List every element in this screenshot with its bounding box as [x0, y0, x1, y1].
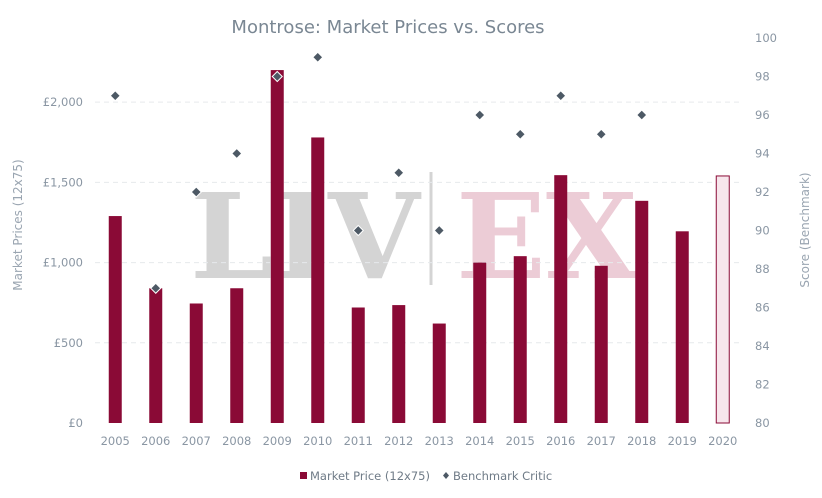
x-tick-label: 2005 — [101, 434, 130, 448]
x-tick-label: 2016 — [546, 434, 575, 448]
legend-item-benchmark-critic[interactable]: Benchmark Critic — [443, 469, 552, 483]
y2-tick-label: 98 — [755, 70, 770, 84]
x-tick-label: 2008 — [222, 434, 251, 448]
bar[interactable] — [513, 256, 527, 423]
bar[interactable] — [432, 323, 446, 423]
x-tick-label: 2006 — [141, 434, 170, 448]
x-tick-label: 2014 — [465, 434, 494, 448]
x-tick-label: 2007 — [182, 434, 211, 448]
y2-tick-label: 86 — [755, 301, 770, 315]
y2-tick-label: 90 — [755, 224, 770, 238]
score-marker[interactable] — [595, 128, 607, 140]
x-tick-label: 2020 — [708, 434, 737, 448]
score-marker[interactable] — [514, 128, 526, 140]
legend-label-market-price: Market Price (12x75) — [310, 469, 430, 483]
bar[interactable] — [675, 231, 689, 423]
bar[interactable] — [270, 70, 284, 423]
score-marker[interactable] — [231, 147, 243, 160]
x-tick-label: 2015 — [506, 434, 535, 448]
x-tick-label: 2017 — [587, 434, 616, 448]
score-marker[interactable] — [312, 51, 324, 63]
bar[interactable] — [149, 288, 163, 423]
score-marker[interactable] — [109, 90, 121, 102]
bar[interactable] — [594, 265, 608, 423]
y-tick-label: £1,500 — [43, 175, 83, 189]
bar[interactable] — [473, 262, 487, 423]
bar[interactable] — [189, 303, 203, 423]
bar[interactable] — [230, 288, 244, 423]
y2-tick-label: 94 — [755, 147, 770, 161]
legend-item-market-price[interactable]: Market Price (12x75) — [300, 469, 430, 483]
legend-bar-swatch — [300, 472, 307, 479]
y2-tick-label: 92 — [755, 185, 770, 199]
y2-axis-title: Score (Benchmark) — [798, 172, 812, 287]
x-tick-label: 2010 — [303, 434, 332, 448]
x-tick-label: 2011 — [344, 434, 373, 448]
bar[interactable] — [554, 175, 568, 423]
bar[interactable] — [351, 307, 365, 424]
y2-tick-label: 84 — [755, 339, 770, 353]
y-right-axis: 80 82 84 86 88 90 92 94 96 98 100 — [755, 31, 777, 430]
bar[interactable] — [311, 137, 325, 424]
score-marker[interactable] — [352, 224, 364, 237]
x-tick-label: 2013 — [425, 434, 454, 448]
x-tick-label: 2012 — [384, 434, 413, 448]
y-tick-label: £500 — [54, 336, 83, 350]
x-axis: 2005 2006 2007 2008 2009 2010 2011 2012 2013 2014… — [101, 434, 738, 448]
y2-tick-label: 82 — [755, 378, 770, 392]
x-tick-label: 2019 — [668, 434, 697, 448]
y-axis-title: Market Prices (12x75) — [11, 159, 25, 290]
score-marker[interactable] — [474, 109, 486, 121]
livex-watermark: LIV EX — [190, 167, 638, 306]
score-marker[interactable] — [555, 90, 567, 102]
gridlines — [95, 101, 743, 344]
legend-label-benchmark-critic: Benchmark Critic — [453, 469, 552, 483]
watermark-left: LIV — [190, 167, 422, 306]
marker-series — [109, 51, 648, 294]
y2-tick-label: 100 — [755, 31, 777, 45]
x-tick-label: 2009 — [263, 434, 292, 448]
y-tick-label: £0 — [68, 416, 83, 430]
y2-tick-label: 80 — [755, 416, 770, 430]
bar[interactable] — [715, 175, 730, 424]
bar[interactable] — [392, 305, 406, 423]
bar-series — [108, 70, 730, 424]
y-tick-label: £2,000 — [43, 95, 83, 109]
y-left-axis: £0 £500 £1,000 £1,500 £2,000 — [43, 95, 83, 430]
legend-marker-swatch — [443, 472, 449, 479]
score-marker[interactable] — [636, 109, 648, 121]
bar[interactable] — [108, 216, 122, 423]
legend: Market Price (12x75) Benchmark Critic — [300, 469, 552, 483]
score-marker[interactable] — [190, 186, 202, 198]
bar[interactable] — [635, 200, 649, 423]
chart-title: Montrose: Market Prices vs. Scores — [231, 17, 544, 38]
score-marker[interactable] — [271, 70, 283, 83]
y2-tick-label: 96 — [755, 108, 770, 122]
score-marker[interactable] — [433, 224, 445, 237]
y2-tick-label: 88 — [755, 262, 770, 276]
x-tick-label: 2018 — [627, 434, 656, 448]
y-tick-label: £1,000 — [43, 256, 83, 270]
score-marker[interactable] — [393, 167, 405, 179]
score-marker[interactable] — [150, 282, 162, 294]
